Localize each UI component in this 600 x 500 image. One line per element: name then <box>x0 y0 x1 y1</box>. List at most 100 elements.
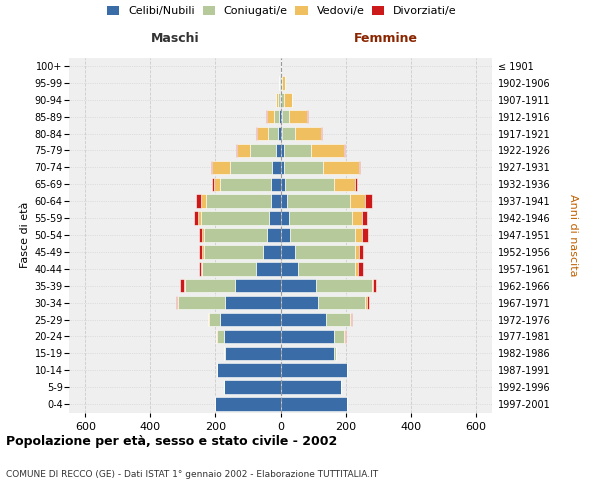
Bar <box>334 346 336 360</box>
Bar <box>362 228 368 242</box>
Bar <box>272 160 281 174</box>
Bar <box>268 228 281 242</box>
Bar <box>345 330 346 343</box>
Bar <box>281 93 284 106</box>
Bar <box>281 194 287 208</box>
Bar <box>199 228 202 242</box>
Bar <box>199 245 202 258</box>
Bar <box>286 178 334 191</box>
Bar <box>278 127 281 140</box>
Bar <box>208 313 209 326</box>
Bar <box>281 313 326 326</box>
Bar <box>271 194 281 208</box>
Bar <box>321 127 322 140</box>
Bar <box>284 160 323 174</box>
Bar <box>274 110 279 124</box>
Bar <box>271 178 281 191</box>
Bar <box>355 228 362 242</box>
Bar <box>281 245 295 258</box>
Bar <box>214 178 220 191</box>
Bar <box>359 160 360 174</box>
Bar <box>326 313 350 326</box>
Bar <box>217 364 281 377</box>
Legend: Celibi/Nubili, Coniugati/e, Vedovi/e, Divorziati/e: Celibi/Nubili, Coniugati/e, Vedovi/e, Di… <box>107 6 457 16</box>
Bar <box>199 262 202 276</box>
Bar <box>355 245 359 258</box>
Bar <box>236 144 250 157</box>
Bar <box>220 178 271 191</box>
Bar <box>281 296 318 310</box>
Bar <box>224 346 225 360</box>
Bar <box>184 279 185 292</box>
Bar <box>281 212 289 225</box>
Bar <box>280 76 281 90</box>
Bar <box>269 212 281 225</box>
Bar <box>211 160 212 174</box>
Bar <box>298 262 355 276</box>
Bar <box>362 212 367 225</box>
Bar <box>334 330 344 343</box>
Bar <box>196 194 201 208</box>
Bar <box>212 178 214 191</box>
Bar <box>281 110 282 124</box>
Bar <box>281 380 341 394</box>
Bar <box>279 76 280 90</box>
Bar <box>281 228 290 242</box>
Bar <box>295 127 321 140</box>
Bar <box>256 127 257 140</box>
Bar <box>180 279 184 292</box>
Bar <box>224 380 281 394</box>
Bar <box>276 93 278 106</box>
Bar <box>230 160 272 174</box>
Bar <box>178 296 225 310</box>
Bar <box>224 330 281 343</box>
Bar <box>318 296 365 310</box>
Bar <box>355 178 357 191</box>
Bar <box>282 127 295 140</box>
Bar <box>289 212 352 225</box>
Bar <box>281 76 282 90</box>
Bar <box>365 296 367 310</box>
Bar <box>281 364 347 377</box>
Bar <box>284 144 311 157</box>
Bar <box>281 160 284 174</box>
Bar <box>289 110 307 124</box>
Bar <box>281 346 334 360</box>
Bar <box>359 245 364 258</box>
Bar <box>281 330 334 343</box>
Bar <box>311 144 344 157</box>
Bar <box>204 245 263 258</box>
Bar <box>275 144 281 157</box>
Bar <box>334 178 355 191</box>
Bar <box>358 262 363 276</box>
Bar <box>350 194 365 208</box>
Bar <box>281 127 282 140</box>
Bar <box>215 398 281 411</box>
Bar <box>194 212 197 225</box>
Bar <box>202 262 256 276</box>
Bar <box>282 76 285 90</box>
Bar <box>217 330 224 343</box>
Bar <box>365 194 371 208</box>
Bar <box>344 330 345 343</box>
Bar <box>266 110 268 124</box>
Bar <box>256 262 281 276</box>
Bar <box>371 279 373 292</box>
Bar <box>278 76 279 90</box>
Y-axis label: Anni di nascita: Anni di nascita <box>568 194 578 276</box>
Bar <box>225 296 281 310</box>
Bar <box>316 279 371 292</box>
Bar <box>268 127 278 140</box>
Bar <box>323 160 359 174</box>
Bar <box>290 228 355 242</box>
Bar <box>204 228 268 242</box>
Bar <box>216 330 217 343</box>
Text: COMUNE DI RECCO (GE) - Dati ISTAT 1° gennaio 2002 - Elaborazione TUTTITALIA.IT: COMUNE DI RECCO (GE) - Dati ISTAT 1° gen… <box>6 470 378 479</box>
Bar <box>307 110 308 124</box>
Bar <box>278 93 280 106</box>
Bar <box>201 212 269 225</box>
Bar <box>367 296 370 310</box>
Text: Femmine: Femmine <box>354 32 418 45</box>
Bar <box>202 228 204 242</box>
Text: Popolazione per età, sesso e stato civile - 2002: Popolazione per età, sesso e stato civil… <box>6 435 337 448</box>
